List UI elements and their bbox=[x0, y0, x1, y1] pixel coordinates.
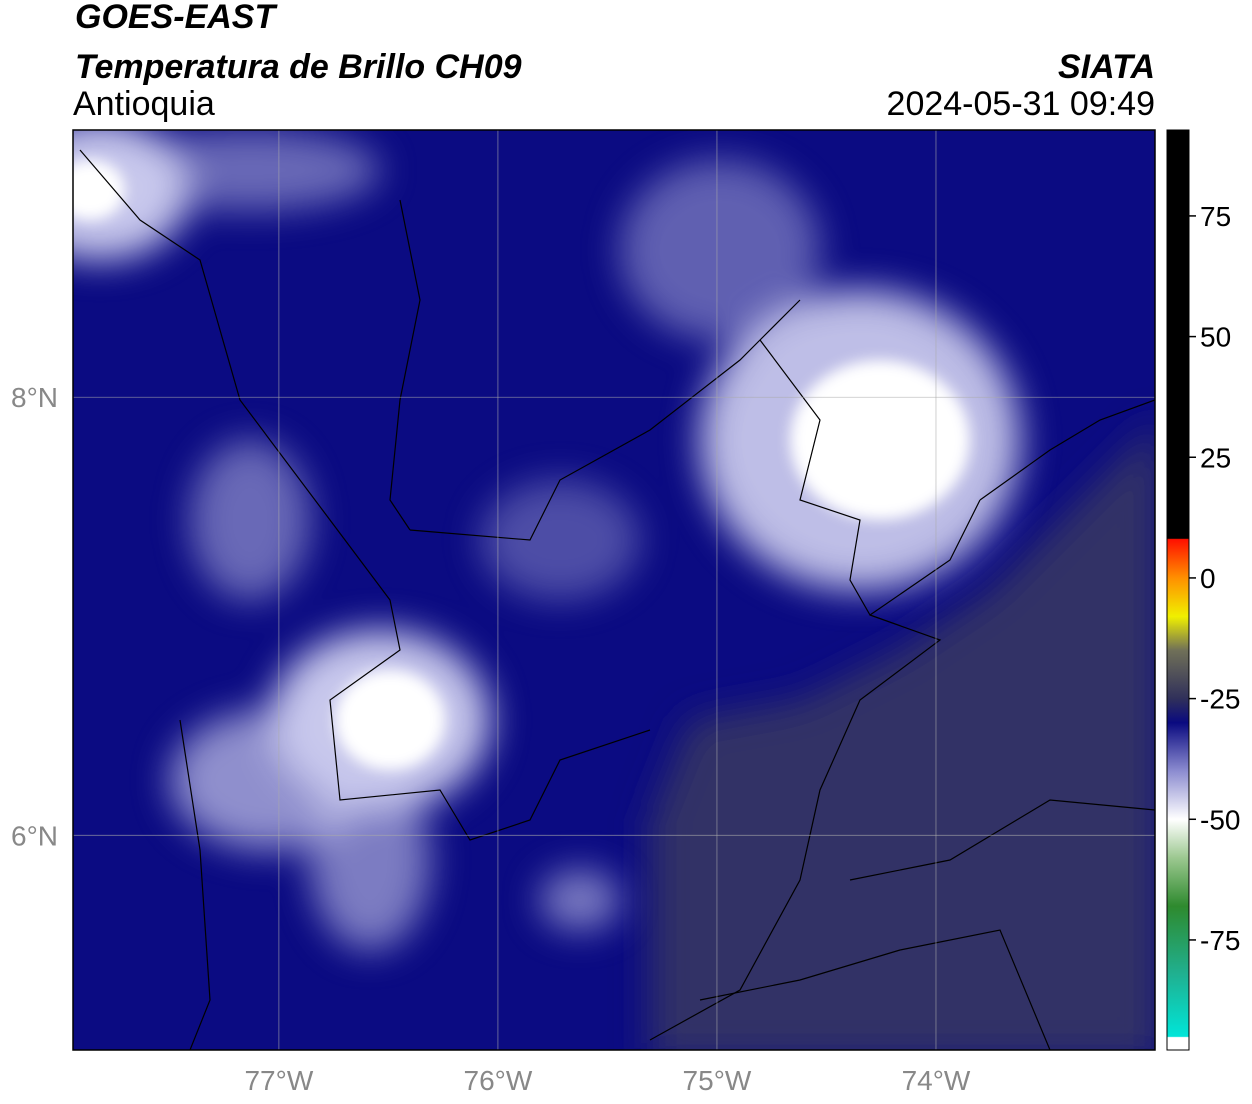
colorbar-tick-label: -25 bbox=[1200, 684, 1240, 715]
satellite-image bbox=[73, 130, 1155, 1050]
region: Antioquia bbox=[73, 85, 215, 123]
x-tick-label: 77°W bbox=[244, 1065, 313, 1096]
colorbar-tick-label: -50 bbox=[1200, 804, 1240, 835]
datetime: 2024-05-31 09:49 bbox=[887, 85, 1155, 123]
x-tick-label: 74°W bbox=[902, 1065, 971, 1096]
subtitle: Temperatura de Brillo CH09 bbox=[75, 48, 522, 86]
colorbar-tick-label: 50 bbox=[1200, 322, 1231, 353]
colorbar-tick-label: 0 bbox=[1200, 563, 1216, 594]
y-tick-label: 6°N bbox=[11, 820, 58, 851]
ticks: 77°W 76°W 75°W 74°W 8°N 6°N 75 50 25 0 -25 -50 -75 bbox=[11, 201, 1240, 1096]
borders bbox=[79, 149, 1155, 1050]
x-tick-label: 76°W bbox=[464, 1065, 533, 1096]
y-tick-label: 8°N bbox=[11, 382, 58, 413]
colorbar-tick-label: 25 bbox=[1200, 442, 1231, 473]
colorbar-tick-label: 75 bbox=[1200, 201, 1231, 232]
colorbar-tick-label: -75 bbox=[1200, 925, 1240, 956]
source: SIATA bbox=[1058, 48, 1155, 86]
x-tick-label: 75°W bbox=[683, 1065, 752, 1096]
gridlines bbox=[73, 130, 1155, 1050]
colorbar bbox=[1166, 129, 1190, 1051]
title: GOES-EAST bbox=[75, 0, 278, 36]
map-frame bbox=[72, 129, 1156, 1051]
